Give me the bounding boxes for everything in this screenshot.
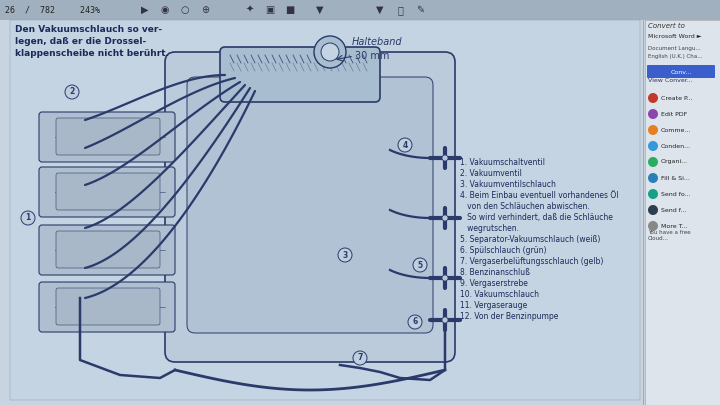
FancyBboxPatch shape bbox=[10, 20, 640, 400]
Text: Convert to: Convert to bbox=[648, 23, 685, 29]
Circle shape bbox=[648, 221, 658, 231]
FancyBboxPatch shape bbox=[187, 77, 433, 333]
FancyBboxPatch shape bbox=[56, 173, 160, 210]
FancyBboxPatch shape bbox=[39, 225, 175, 275]
Text: Comme...: Comme... bbox=[661, 128, 691, 132]
Text: 3: 3 bbox=[343, 251, 348, 260]
Circle shape bbox=[413, 258, 427, 272]
Text: wegrutschen.: wegrutschen. bbox=[460, 224, 519, 233]
Text: ○: ○ bbox=[181, 5, 189, 15]
Circle shape bbox=[648, 189, 658, 199]
Circle shape bbox=[398, 138, 412, 152]
Circle shape bbox=[353, 351, 367, 365]
Circle shape bbox=[321, 43, 339, 61]
Circle shape bbox=[442, 275, 448, 281]
Text: Create P...: Create P... bbox=[661, 96, 693, 100]
Text: 1. Vakuumschaltventil: 1. Vakuumschaltventil bbox=[460, 158, 545, 167]
Text: More T...: More T... bbox=[661, 224, 688, 228]
Text: von den Schläuchen abwischen.: von den Schläuchen abwischen. bbox=[460, 202, 590, 211]
Text: 10. Vakuumschlauch: 10. Vakuumschlauch bbox=[460, 290, 539, 299]
Text: 7. Vergaserbelüftungsschlauch (gelb): 7. Vergaserbelüftungsschlauch (gelb) bbox=[460, 257, 603, 266]
Text: 2: 2 bbox=[69, 87, 75, 96]
Text: ▼: ▼ bbox=[377, 5, 384, 15]
Text: 5: 5 bbox=[418, 260, 423, 269]
Text: You have a free
Cloud...: You have a free Cloud... bbox=[648, 230, 690, 241]
Text: Fill & Si...: Fill & Si... bbox=[661, 175, 690, 181]
Circle shape bbox=[648, 141, 658, 151]
Circle shape bbox=[648, 109, 658, 119]
Text: ◉: ◉ bbox=[161, 5, 169, 15]
Circle shape bbox=[442, 155, 448, 161]
Circle shape bbox=[648, 93, 658, 103]
Text: Organi...: Organi... bbox=[661, 160, 688, 164]
FancyBboxPatch shape bbox=[56, 231, 160, 268]
Text: English (U.K.) Cha...: English (U.K.) Cha... bbox=[648, 54, 703, 59]
FancyBboxPatch shape bbox=[645, 20, 720, 405]
Text: Den Vakuumschlauch so ver-
legen, daß er die Drossel-
klappenscheibe nicht berüh: Den Vakuumschlauch so ver- legen, daß er… bbox=[15, 25, 169, 58]
Text: Edit PDF: Edit PDF bbox=[661, 111, 688, 117]
Text: Microsoft Word ►: Microsoft Word ► bbox=[648, 34, 701, 39]
Circle shape bbox=[442, 317, 448, 323]
FancyBboxPatch shape bbox=[56, 118, 160, 155]
Text: View Conver...: View Conver... bbox=[648, 78, 693, 83]
Circle shape bbox=[648, 173, 658, 183]
FancyBboxPatch shape bbox=[39, 112, 175, 162]
Text: 8. Benzinanschluß: 8. Benzinanschluß bbox=[460, 268, 530, 277]
Circle shape bbox=[21, 211, 35, 225]
Text: Document Langu...: Document Langu... bbox=[648, 46, 701, 51]
FancyBboxPatch shape bbox=[39, 282, 175, 332]
Circle shape bbox=[442, 215, 448, 221]
Text: 3. Vakuumventilschlauch: 3. Vakuumventilschlauch bbox=[460, 180, 556, 189]
Circle shape bbox=[648, 125, 658, 135]
Text: 7: 7 bbox=[357, 354, 363, 362]
FancyBboxPatch shape bbox=[39, 167, 175, 217]
FancyBboxPatch shape bbox=[0, 0, 720, 20]
Text: ▣: ▣ bbox=[266, 5, 274, 15]
FancyBboxPatch shape bbox=[56, 288, 160, 325]
Text: Send fo...: Send fo... bbox=[661, 192, 690, 196]
Text: 11. Vergaserauge: 11. Vergaserauge bbox=[460, 301, 527, 310]
Text: Send f...: Send f... bbox=[661, 207, 686, 213]
Circle shape bbox=[648, 205, 658, 215]
Text: 30 mm: 30 mm bbox=[355, 51, 390, 61]
Text: 5. Separator-Vakuumschlauch (weiß): 5. Separator-Vakuumschlauch (weiß) bbox=[460, 235, 600, 244]
Text: ■: ■ bbox=[285, 5, 294, 15]
Text: 26  /  782     243%: 26 / 782 243% bbox=[5, 6, 100, 15]
Text: Halteband: Halteband bbox=[352, 37, 402, 47]
Text: ✎: ✎ bbox=[416, 5, 424, 15]
Circle shape bbox=[338, 248, 352, 262]
Circle shape bbox=[314, 36, 346, 68]
Text: 2. Vakuumventil: 2. Vakuumventil bbox=[460, 169, 522, 178]
Circle shape bbox=[65, 85, 79, 99]
Text: 4: 4 bbox=[402, 141, 408, 149]
Text: 9. Vergaserstrebe: 9. Vergaserstrebe bbox=[460, 279, 528, 288]
Text: ▶: ▶ bbox=[141, 5, 149, 15]
Text: ⊕: ⊕ bbox=[201, 5, 209, 15]
Text: ⎙: ⎙ bbox=[397, 5, 403, 15]
Text: 12. Von der Benzinpumpe: 12. Von der Benzinpumpe bbox=[460, 312, 559, 321]
Text: Conden...: Conden... bbox=[661, 143, 691, 149]
FancyBboxPatch shape bbox=[220, 47, 380, 102]
Text: ✦: ✦ bbox=[246, 5, 254, 15]
Text: Conv...: Conv... bbox=[670, 70, 692, 75]
FancyBboxPatch shape bbox=[165, 52, 455, 362]
Text: 6. Spülschlauch (grün): 6. Spülschlauch (grün) bbox=[460, 246, 546, 255]
Text: 1: 1 bbox=[25, 213, 31, 222]
Text: So wird verhindert, daß die Schläuche: So wird verhindert, daß die Schläuche bbox=[460, 213, 613, 222]
Circle shape bbox=[648, 157, 658, 167]
Text: 6: 6 bbox=[413, 318, 418, 326]
Text: 4. Beim Einbau eventuell vorhandenes Öl: 4. Beim Einbau eventuell vorhandenes Öl bbox=[460, 191, 618, 200]
Circle shape bbox=[408, 315, 422, 329]
FancyBboxPatch shape bbox=[647, 65, 715, 78]
Text: ▼: ▼ bbox=[316, 5, 324, 15]
